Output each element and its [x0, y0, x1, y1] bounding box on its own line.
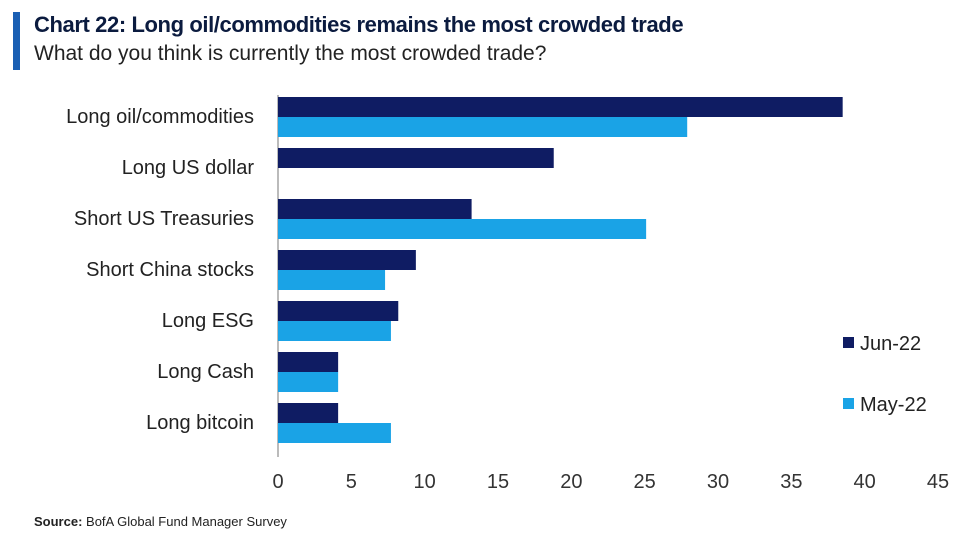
category-label: Long Cash — [157, 361, 254, 383]
x-tick-label: 20 — [560, 471, 582, 493]
bar-may-22-3 — [278, 270, 386, 290]
bar-jun-22-5 — [278, 352, 339, 372]
category-label: Short China stocks — [86, 259, 254, 281]
x-tick-label: 10 — [414, 471, 436, 493]
source-label: Source: — [34, 514, 83, 529]
x-tick-label: 25 — [634, 471, 656, 493]
bar-jun-22-2 — [278, 199, 472, 219]
x-tick-label: 15 — [487, 471, 509, 493]
x-tick-label: 40 — [854, 471, 876, 493]
bar-chart: Long oil/commodities Long US dollar Short … — [66, 95, 949, 493]
bar-may-22-2 — [278, 219, 647, 239]
source-text: BofA Global Fund Manager Survey — [86, 514, 287, 529]
category-label: Long oil/commodities — [66, 106, 254, 128]
x-tick-label: 5 — [346, 471, 357, 493]
category-label: Long US dollar — [122, 157, 255, 179]
x-tick-label: 0 — [272, 471, 283, 493]
legend-label-jun-22: Jun-22 — [860, 333, 921, 355]
source-note: Source: BofA Global Fund Manager Survey — [34, 514, 287, 529]
bar-jun-22-1 — [278, 148, 554, 168]
x-tick-label: 35 — [780, 471, 802, 493]
legend-swatch-may-22 — [843, 398, 854, 409]
bar-jun-22-6 — [278, 403, 339, 423]
legend-swatch-jun-22 — [843, 337, 854, 348]
x-tick-label: 45 — [927, 471, 949, 493]
chart-title: Chart 22: Long oil/commodities remains t… — [34, 12, 684, 37]
bar-may-22-0 — [278, 117, 688, 137]
chart-subtitle: What do you think is currently the most … — [34, 42, 547, 65]
bar-jun-22-0 — [278, 97, 843, 117]
x-tick-label: 30 — [707, 471, 729, 493]
legend-label-may-22: May-22 — [860, 394, 927, 416]
title-accent-bar — [13, 12, 20, 70]
bar-may-22-4 — [278, 321, 391, 341]
category-label: Short US Treasuries — [74, 208, 254, 230]
category-label: Long bitcoin — [146, 412, 254, 434]
bar-may-22-6 — [278, 423, 391, 443]
bar-jun-22-3 — [278, 250, 416, 270]
category-label: Long ESG — [162, 310, 254, 332]
bar-jun-22-4 — [278, 301, 399, 321]
bar-may-22-5 — [278, 372, 339, 392]
